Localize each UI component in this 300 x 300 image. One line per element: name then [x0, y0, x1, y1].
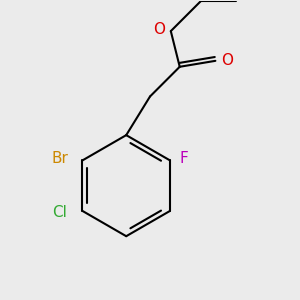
Text: F: F — [180, 152, 189, 166]
Text: O: O — [153, 22, 165, 37]
Text: O: O — [221, 53, 233, 68]
Text: Br: Br — [52, 152, 69, 166]
Text: Cl: Cl — [52, 205, 67, 220]
